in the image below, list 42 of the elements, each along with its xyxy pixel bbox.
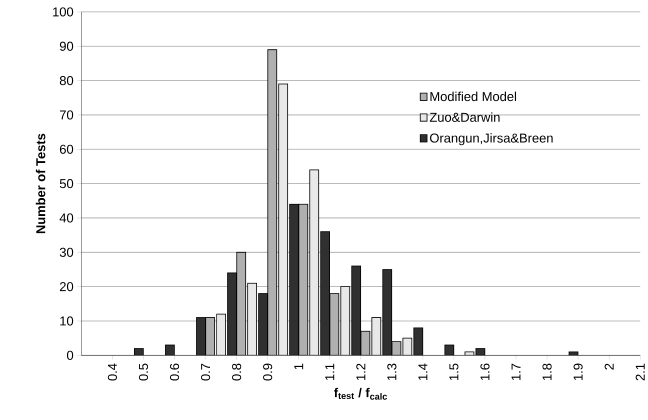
x-tick-label: 1.9 — [574, 364, 583, 380]
x-tick-label: 1 — [294, 364, 304, 370]
y-tick-label: 30 — [60, 248, 74, 257]
bar — [134, 348, 144, 356]
bar — [278, 84, 288, 356]
x-tick-label: 0.8 — [232, 364, 242, 381]
bar — [340, 286, 350, 356]
bar — [165, 344, 175, 356]
bar — [371, 317, 382, 356]
legend-label: Zuo&Darwin — [430, 112, 500, 122]
bar — [309, 170, 320, 356]
y-tick-label: 40 — [60, 213, 74, 223]
y-axis-title: Number of Tests — [36, 134, 46, 234]
y-tick-label: 60 — [60, 144, 74, 154]
x-tick-label: 2 — [604, 364, 614, 370]
x-axis-title: f$_{test}$ / f$_{calc}$ — [334, 388, 388, 400]
y-tick-label: 80 — [60, 76, 74, 86]
legend-label: Modified Model — [430, 92, 516, 102]
x-tick-label: 2.1 — [636, 364, 645, 380]
x-tick-label: 1.8 — [542, 364, 552, 380]
x-tick-label: 1.3 — [387, 364, 396, 380]
y-tick-label: 70 — [60, 110, 74, 120]
x-tick-label: 0.6 — [170, 364, 180, 381]
x-tick-label: 1.4 — [418, 364, 428, 380]
legend-label: Orangun,Jirsa&Breen — [430, 133, 553, 146]
x-tick-label: 0.5 — [138, 364, 148, 381]
x-tick-label: 0.7 — [201, 364, 210, 381]
y-tick-label: 10 — [60, 316, 74, 326]
x-tick-label: 1.6 — [480, 364, 490, 380]
x-tick-label: 1.2 — [356, 364, 366, 380]
x-tick-label: 1.7 — [512, 364, 520, 380]
x-tick-label: 0.9 — [263, 364, 272, 381]
bar — [444, 344, 454, 356]
y-tick-label: 90 — [60, 42, 74, 51]
x-tick-label: 1.1 — [325, 364, 334, 380]
y-tick-label: 100 — [53, 7, 74, 17]
x-tick-label: 1.5 — [449, 364, 458, 380]
y-tick-label: 0 — [66, 350, 74, 360]
x-tick-label: 0.4 — [108, 364, 117, 381]
y-tick-label: 50 — [60, 179, 74, 188]
bar — [568, 352, 578, 356]
y-tick-label: 20 — [60, 282, 74, 292]
